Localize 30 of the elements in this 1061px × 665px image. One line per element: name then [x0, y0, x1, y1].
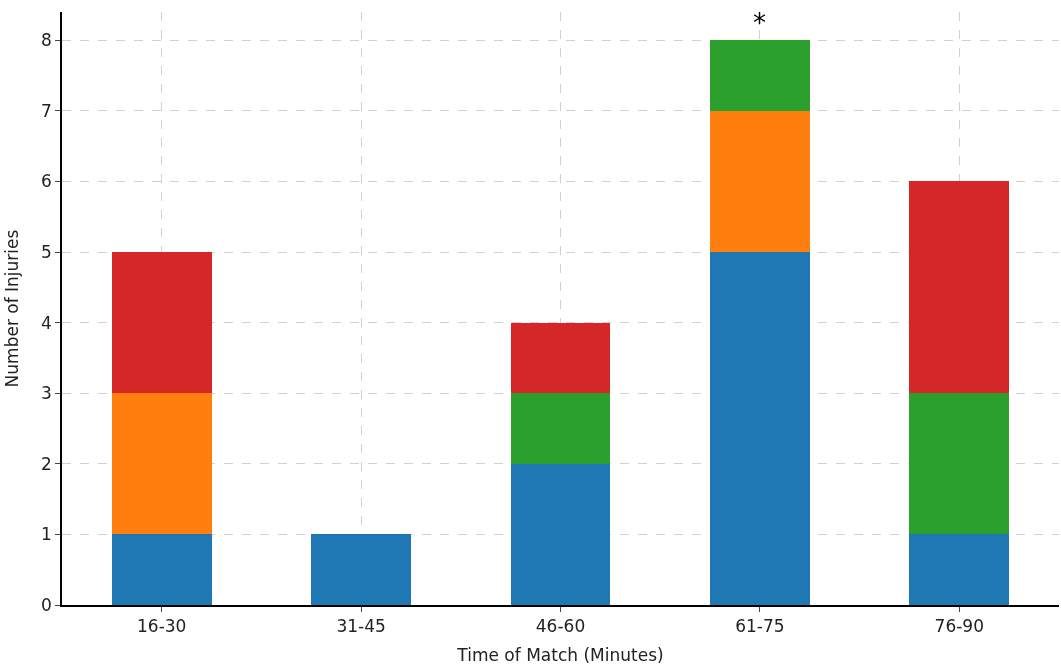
- bar: [710, 252, 810, 605]
- y-tick-label: 1: [41, 524, 52, 545]
- x-tick-label: 46-60: [535, 616, 586, 637]
- bar: [909, 534, 1010, 605]
- x-tick-label: 76-90: [934, 616, 984, 637]
- x-tick-label: 16-30: [137, 616, 187, 637]
- annotation: *: [753, 8, 766, 38]
- y-tick-label: 7: [41, 100, 52, 121]
- y-tick-label: 4: [41, 312, 52, 333]
- bar: [909, 393, 1010, 535]
- y-tick-label: 8: [41, 30, 52, 51]
- bar: [510, 463, 611, 605]
- bar: [111, 393, 212, 535]
- bar: [111, 534, 212, 605]
- y-tick-label: 5: [41, 241, 52, 262]
- y-tick-label: 6: [41, 171, 52, 192]
- bar: [111, 252, 212, 394]
- bar: [909, 181, 1010, 394]
- bar: [710, 110, 810, 253]
- x-tick-label: 61-75: [735, 616, 785, 637]
- x-axis-title: Time of Match (Minutes): [456, 645, 664, 665]
- y-tick-label: 0: [41, 594, 52, 615]
- y-tick-label: 3: [41, 383, 52, 404]
- x-tick-label: 31-45: [336, 616, 386, 637]
- y-axis-title: Number of Injuries: [1, 229, 22, 388]
- bar: [710, 40, 810, 111]
- bar: [510, 322, 611, 394]
- bar: [510, 393, 611, 464]
- bar: [311, 534, 411, 605]
- y-tick-label: 2: [41, 453, 52, 474]
